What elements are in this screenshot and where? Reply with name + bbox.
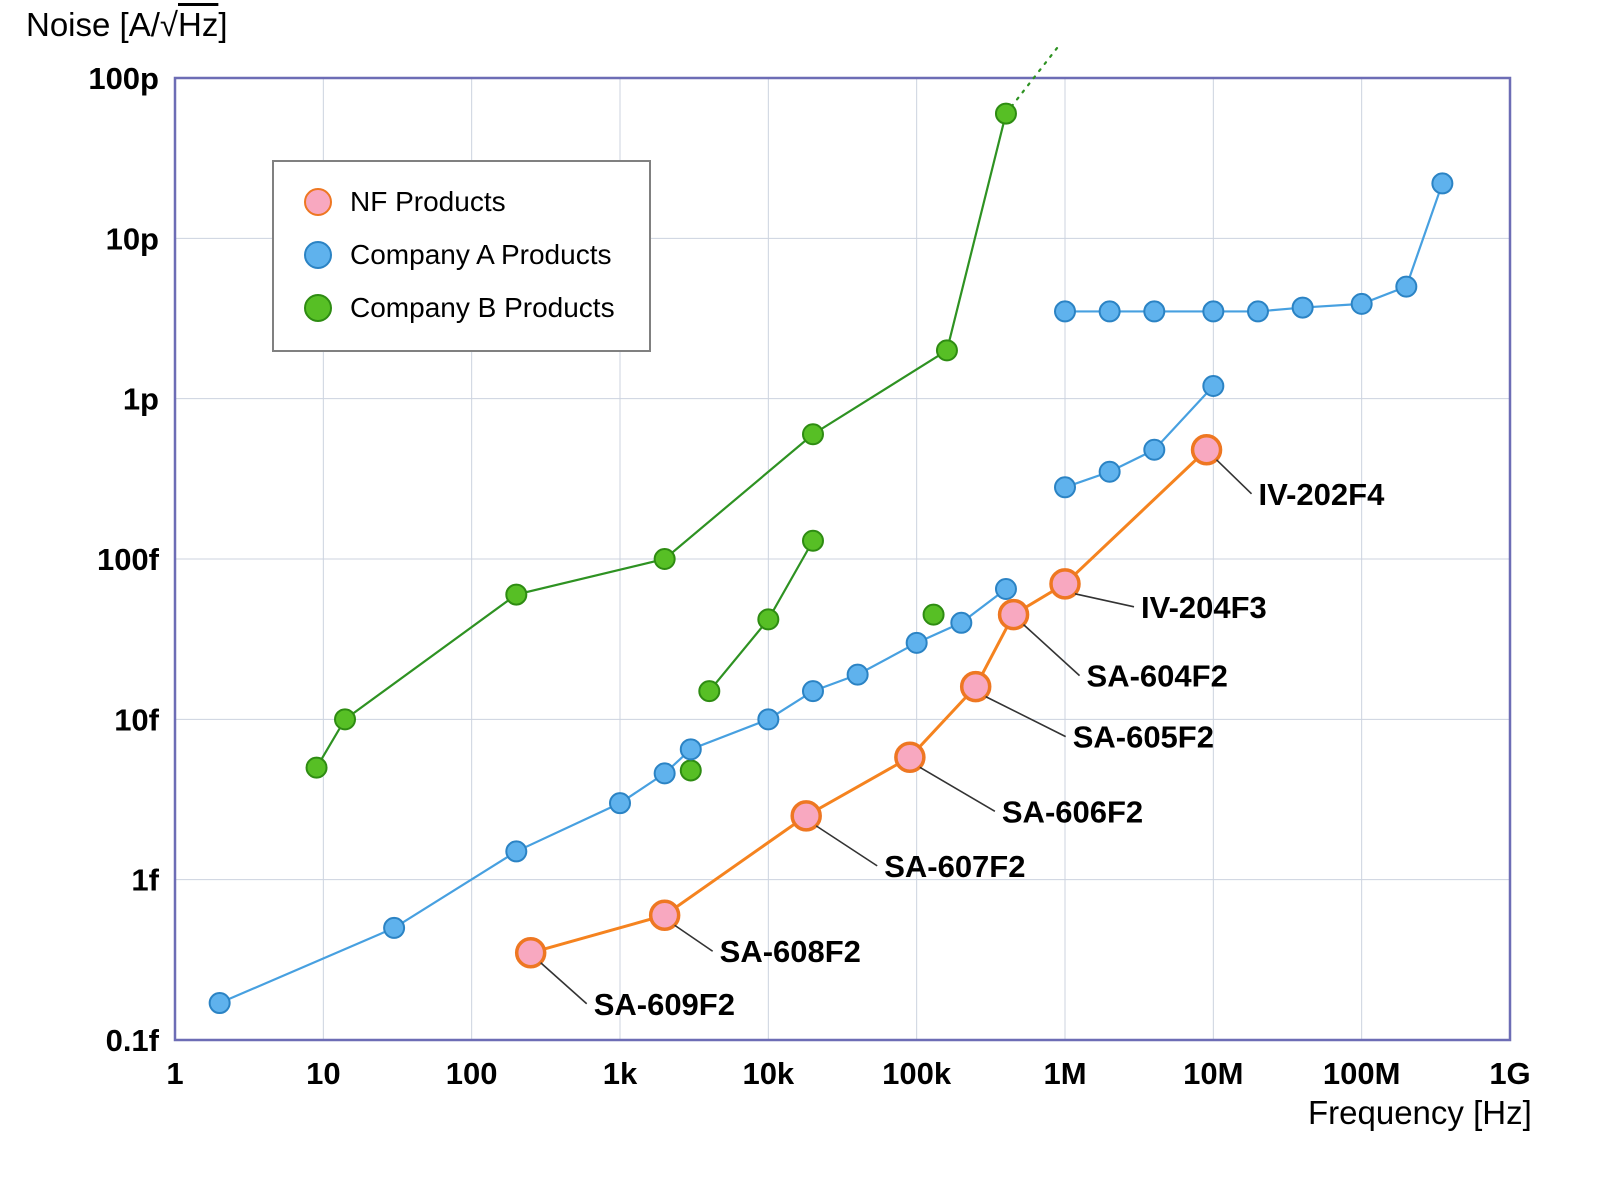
y-axis-title-prefix: Noise [A/√ bbox=[26, 6, 178, 43]
svg-text:IV-202F4: IV-202F4 bbox=[1259, 477, 1386, 512]
legend-label-nf: NF Products bbox=[350, 186, 506, 217]
svg-text:1p: 1p bbox=[123, 382, 159, 417]
x-axis-title: Frequency [Hz] bbox=[1308, 1094, 1532, 1131]
svg-text:10k: 10k bbox=[742, 1056, 794, 1091]
svg-text:10M: 10M bbox=[1183, 1056, 1243, 1091]
svg-text:SA-609F2: SA-609F2 bbox=[594, 987, 735, 1022]
svg-text:IV-204F3: IV-204F3 bbox=[1141, 590, 1267, 625]
y-axis-title: Noise [A/√Hz] bbox=[26, 6, 228, 44]
legend-item-company-b: Company B Products bbox=[304, 292, 615, 324]
svg-text:10f: 10f bbox=[114, 702, 159, 737]
svg-text:SA-606F2: SA-606F2 bbox=[1002, 794, 1143, 829]
legend-item-company-a: Company A Products bbox=[304, 239, 615, 271]
legend-label-company-a: Company A Products bbox=[350, 239, 612, 270]
nf-products-marker-icon bbox=[304, 188, 332, 216]
company-b-marker-icon bbox=[304, 294, 332, 322]
y-axis-title-overline: Hz bbox=[178, 6, 219, 43]
svg-text:SA-604F2: SA-604F2 bbox=[1087, 659, 1228, 694]
svg-text:1G: 1G bbox=[1489, 1056, 1530, 1091]
svg-text:1: 1 bbox=[166, 1056, 183, 1091]
company-a-marker-icon bbox=[304, 241, 332, 269]
svg-text:1k: 1k bbox=[603, 1056, 638, 1091]
svg-text:10p: 10p bbox=[106, 221, 159, 256]
svg-text:100: 100 bbox=[446, 1056, 498, 1091]
legend-label-company-b: Company B Products bbox=[350, 292, 615, 323]
svg-text:SA-607F2: SA-607F2 bbox=[884, 849, 1025, 884]
svg-text:100f: 100f bbox=[97, 542, 160, 577]
legend-item-nf: NF Products bbox=[304, 186, 615, 218]
svg-text:SA-605F2: SA-605F2 bbox=[1073, 720, 1214, 755]
y-axis-title-suffix: ] bbox=[218, 6, 228, 43]
svg-text:1M: 1M bbox=[1043, 1056, 1086, 1091]
svg-text:SA-608F2: SA-608F2 bbox=[720, 934, 861, 969]
svg-text:100p: 100p bbox=[88, 61, 159, 96]
svg-text:100k: 100k bbox=[882, 1056, 952, 1091]
chart-legend: NF Products Company A Products Company B… bbox=[272, 160, 651, 352]
svg-text:100M: 100M bbox=[1323, 1056, 1401, 1091]
svg-text:10: 10 bbox=[306, 1056, 340, 1091]
svg-text:0.1f: 0.1f bbox=[106, 1023, 160, 1058]
svg-text:1f: 1f bbox=[131, 863, 159, 898]
